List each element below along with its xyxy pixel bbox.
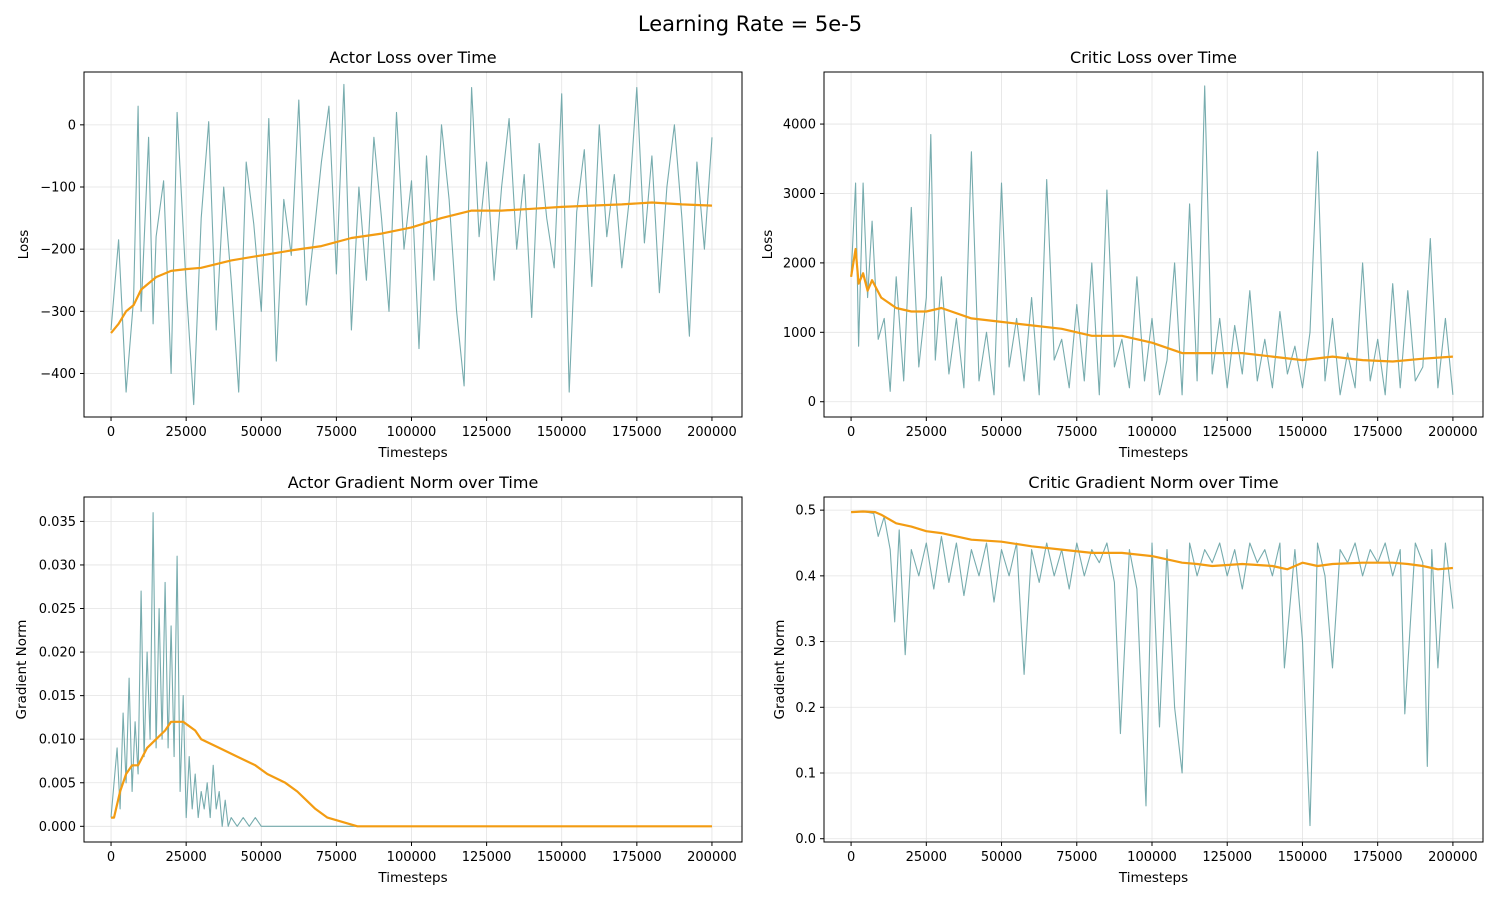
x-tick-label: 25000: [165, 425, 206, 440]
y-tick-label: −200: [40, 243, 76, 258]
y-tick-label: 0: [808, 395, 816, 410]
y-axis-label: Loss: [760, 230, 776, 260]
x-tick-label: 100000: [387, 425, 437, 440]
x-tick-label: 125000: [1202, 425, 1252, 440]
x-tick-label: 0: [847, 850, 855, 865]
x-tick-label: 125000: [462, 425, 512, 440]
y-axis-label: Gradient Norm: [772, 620, 788, 720]
x-tick-label: 25000: [906, 850, 947, 865]
x-axis-label: Timesteps: [377, 870, 447, 886]
smoothed-series-line: [850, 247, 1453, 363]
x-tick-label: 75000: [316, 425, 357, 440]
y-tick-label: 3000: [783, 187, 816, 202]
x-tick-label: 175000: [1353, 850, 1403, 865]
x-tick-label: 75000: [1056, 425, 1097, 440]
chart-panel-3: 0 25000 50000 75000 100000 125000 150000 175000…: [14, 473, 743, 886]
chart-panel-2: 0 25000 50000 75000 100000 125000 150000 175000…: [760, 48, 1484, 461]
x-tick-label: 100000: [1127, 850, 1177, 865]
x-tick-label: 200000: [1428, 425, 1478, 440]
y-tick-label: 0.4: [795, 569, 816, 584]
y-tick-label: 0.025: [39, 602, 76, 617]
x-tick-label: 25000: [906, 425, 947, 440]
y-tick-label: 0.030: [39, 558, 76, 573]
chart-title: Actor Loss over Time: [329, 48, 496, 67]
x-tick-label: 175000: [1353, 425, 1403, 440]
x-tick-label: 75000: [316, 850, 357, 865]
x-tick-label: 150000: [1278, 850, 1328, 865]
x-tick-label: 200000: [687, 850, 737, 865]
smoothed-series-line: [851, 510, 1453, 571]
x-tick-label: 175000: [612, 425, 662, 440]
smoothed-series-line: [110, 201, 713, 334]
raw-series-line: [851, 510, 1454, 827]
x-tick-label: 75000: [1056, 850, 1097, 865]
chart-title: Actor Gradient Norm over Time: [288, 473, 539, 492]
y-tick-label: 0: [68, 118, 76, 133]
x-tick-label: 125000: [1202, 850, 1252, 865]
y-tick-label: 0.035: [39, 515, 76, 530]
x-tick-label: 150000: [537, 850, 587, 865]
raw-series-line: [110, 512, 712, 827]
x-tick-label: 100000: [1127, 425, 1177, 440]
x-tick-label: 200000: [687, 425, 737, 440]
y-tick-label: −100: [40, 181, 76, 196]
x-tick-label: 175000: [612, 850, 662, 865]
y-axis-label: Gradient Norm: [14, 620, 30, 720]
y-tick-label: 0.5: [795, 504, 816, 519]
x-tick-label: 0: [107, 425, 115, 440]
y-tick-label: 0.000: [39, 820, 76, 835]
x-tick-label: 50000: [241, 850, 282, 865]
y-tick-label: 0.1: [795, 767, 816, 782]
x-axis-label: Timesteps: [1118, 870, 1188, 886]
y-tick-label: 0.0: [795, 832, 816, 847]
x-tick-label: 200000: [1428, 850, 1478, 865]
axes-frame: [83, 496, 743, 843]
y-axis-label: Loss: [16, 230, 32, 260]
y-tick-label: 2000: [783, 256, 816, 271]
chart-title: Critic Loss over Time: [1070, 48, 1237, 67]
chart-title: Critic Gradient Norm over Time: [1028, 473, 1278, 492]
axes-frame: [823, 496, 1484, 843]
raw-series-line: [110, 83, 713, 406]
chart-panel-1: 0 25000 50000 75000 100000 125000 150000 175000…: [16, 48, 743, 461]
y-tick-label: 0.3: [795, 635, 816, 650]
x-axis-label: Timesteps: [377, 445, 447, 461]
y-tick-label: −300: [40, 305, 76, 320]
y-tick-label: 0.020: [39, 646, 76, 661]
x-tick-label: 125000: [462, 850, 512, 865]
x-tick-label: 0: [107, 850, 115, 865]
y-tick-label: −400: [40, 367, 76, 382]
smoothed-series-line: [111, 720, 712, 828]
y-tick-label: 1000: [783, 326, 816, 341]
y-tick-label: 0.010: [39, 733, 76, 748]
x-tick-label: 100000: [387, 850, 437, 865]
y-tick-label: 0.005: [39, 776, 76, 791]
y-tick-label: 4000: [783, 118, 816, 133]
axes-frame: [823, 71, 1484, 418]
x-tick-label: 150000: [1278, 425, 1328, 440]
figure-title: Learning Rate = 5e-5: [637, 12, 863, 36]
x-tick-label: 50000: [981, 425, 1022, 440]
x-tick-label: 0: [847, 425, 855, 440]
x-tick-label: 25000: [165, 850, 206, 865]
raw-series-line: [850, 85, 1454, 396]
y-tick-label: 0.015: [39, 689, 76, 704]
x-tick-label: 150000: [537, 425, 587, 440]
x-axis-label: Timesteps: [1118, 445, 1188, 461]
y-tick-label: 0.2: [795, 701, 816, 716]
x-tick-label: 50000: [241, 425, 282, 440]
axes-frame: [83, 71, 743, 418]
chart-panel-4: 0 25000 50000 75000 100000 125000 150000 175000…: [772, 473, 1484, 886]
x-tick-label: 50000: [981, 850, 1022, 865]
